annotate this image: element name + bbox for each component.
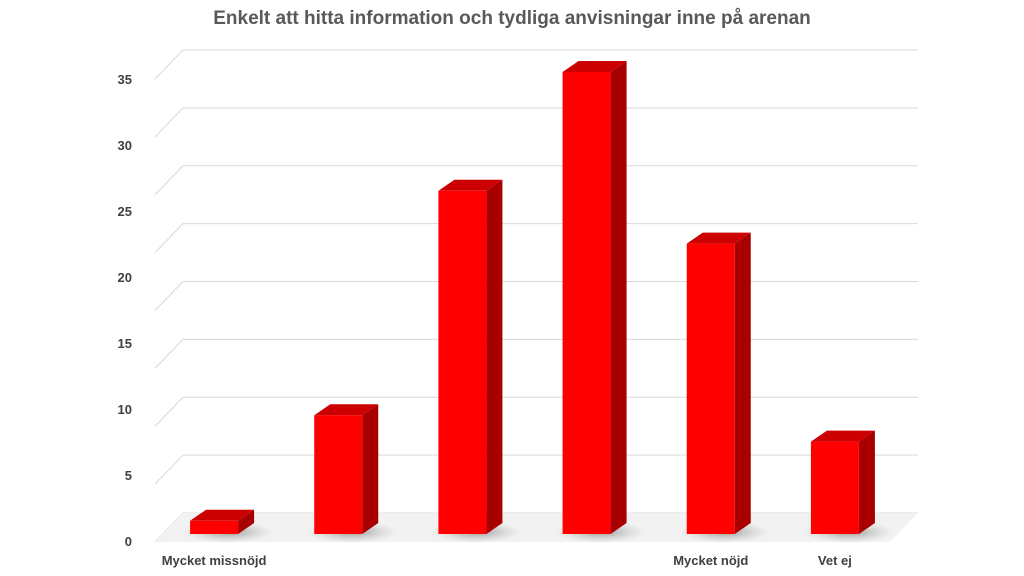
bar-side [858,430,875,534]
x-tick-label: Mycket nöjd [673,553,748,568]
bar-top [810,430,875,442]
bar-front [562,72,611,534]
gridline [154,396,918,427]
y-tick-label: 20 [118,270,132,285]
bar-top [686,232,751,244]
bar-side [610,61,627,534]
bar [679,232,771,543]
gridlines [154,49,918,543]
bar [182,509,274,543]
gridline [154,281,918,311]
gridline [154,338,918,369]
bar-front [190,520,239,534]
y-tick-label: 5 [125,468,132,483]
bar [306,404,398,543]
bar-side [238,509,255,534]
bar [430,179,523,543]
bar-front [686,243,735,534]
gridline [154,107,918,138]
bar-front [810,441,859,534]
y-axis-ticks: 0 5 10 15 20 25 30 35 [118,72,132,549]
y-tick-label: 0 [125,534,132,549]
bar [803,430,895,543]
y-tick-label: 35 [118,72,132,87]
chart-title: Enkelt att hitta information och tydliga… [213,8,811,29]
bar-side [734,232,751,534]
gridline [154,49,918,80]
y-tick-label: 10 [118,402,132,417]
bar-side [362,404,379,534]
bar-front [314,415,363,534]
bar-front [438,190,487,535]
gridline [154,454,918,485]
bar-top [562,61,627,72]
bar-side [486,179,503,535]
gridline [154,223,918,253]
bar [554,61,647,543]
x-tick-label: Vet ej [818,553,852,568]
y-tick-label: 30 [118,138,132,153]
x-tick-label: Mycket missnöjd [162,553,267,568]
gridline [154,165,918,196]
y-tick-label: 25 [118,204,132,219]
bar-top [314,404,379,416]
bar-top [438,179,503,191]
y-tick-label: 15 [118,336,132,351]
x-axis-labels: Mycket missnöjd Mycket nöjd Vet ej [162,553,852,568]
bars [182,61,895,543]
bar-top [190,509,255,521]
